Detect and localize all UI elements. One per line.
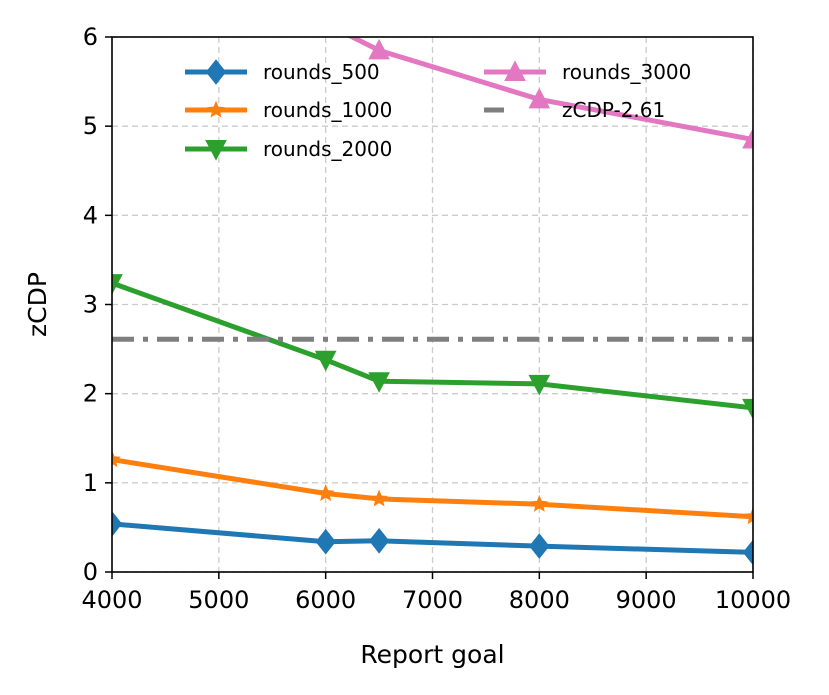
point-rounds-500-0 bbox=[112, 511, 123, 537]
y-tick-label-5: 5 bbox=[83, 112, 98, 140]
point-rounds-500-2 bbox=[368, 527, 390, 554]
point-rounds-1000-1 bbox=[316, 484, 335, 502]
x-tick-label-1: 5000 bbox=[188, 586, 249, 614]
point-rounds-500-1 bbox=[315, 528, 336, 555]
x-tick-label-5: 9000 bbox=[616, 586, 677, 614]
point-rounds-1000-4 bbox=[744, 507, 753, 525]
x-axis-title: Report goal bbox=[360, 640, 504, 669]
y-tick-label-6: 6 bbox=[83, 23, 98, 51]
ticks: 4000 5000 6000 7000 8000 9000 10000 0 1 2 3 4 5 6 bbox=[81, 23, 791, 614]
legend-marker-rounds-1000 bbox=[207, 100, 225, 118]
y-tick-label-3: 3 bbox=[83, 291, 98, 319]
point-rounds-2000-1 bbox=[314, 350, 337, 372]
point-rounds-2000-3 bbox=[528, 374, 551, 396]
point-rounds-2000-2 bbox=[368, 372, 390, 393]
x-tick-label-0: 4000 bbox=[81, 586, 142, 614]
legend-label-rounds-500: rounds_500 bbox=[263, 60, 380, 84]
point-rounds-500-3 bbox=[529, 533, 550, 559]
legend-label-rounds-3000: rounds_3000 bbox=[562, 60, 691, 84]
point-rounds-1000-0 bbox=[112, 450, 121, 468]
point-rounds-3000-4 bbox=[742, 127, 753, 149]
legend: rounds_500 rounds_1000 rounds_2000 rounds_3… bbox=[185, 59, 691, 161]
y-tick-label-1: 1 bbox=[83, 469, 98, 497]
legend-label-rounds-2000: rounds_2000 bbox=[263, 137, 392, 161]
point-rounds-1000-3 bbox=[530, 494, 549, 512]
y-tick-label-2: 2 bbox=[83, 380, 98, 408]
legend-marker-rounds-3000 bbox=[504, 60, 526, 81]
point-rounds-2000-0 bbox=[112, 274, 123, 295]
x-tick-label-3: 7000 bbox=[402, 586, 463, 614]
legend-label-rounds-1000: rounds_1000 bbox=[263, 98, 392, 122]
x-tick-label-6: 10000 bbox=[715, 586, 791, 614]
y-tick-label-4: 4 bbox=[83, 201, 98, 229]
point-rounds-3000-2 bbox=[368, 38, 390, 60]
point-rounds-3000-1 bbox=[316, 13, 336, 32]
x-tick-label-4: 8000 bbox=[509, 586, 570, 614]
point-rounds-3000-3 bbox=[528, 87, 551, 109]
y-tick-label-0: 0 bbox=[83, 558, 98, 586]
point-rounds-2000-4 bbox=[742, 398, 753, 420]
point-rounds-500-4 bbox=[742, 539, 753, 566]
y-axis-title: zCDP bbox=[23, 272, 52, 337]
point-rounds-1000-2 bbox=[370, 489, 388, 507]
legend-label-zcdp-2-61: zCDP-2.61 bbox=[562, 98, 665, 122]
legend-marker-rounds-500 bbox=[205, 59, 227, 85]
series-layer bbox=[112, 13, 753, 566]
legend-marker-rounds-2000 bbox=[205, 140, 227, 161]
x-tick-label-2: 6000 bbox=[295, 586, 356, 614]
